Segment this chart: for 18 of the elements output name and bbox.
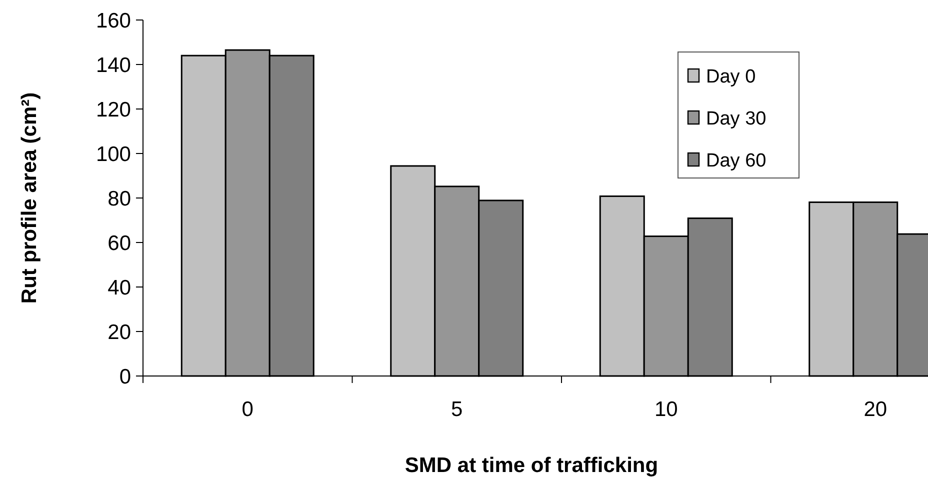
x-axis-title: SMD at time of trafficking (404, 454, 658, 477)
y-tick-label: 140 (96, 54, 131, 77)
y-tick-label: 0 (119, 365, 131, 388)
legend-label: Day 60 (706, 150, 766, 172)
y-tick-label: 60 (108, 232, 131, 255)
legend-label: Day 0 (706, 66, 756, 88)
y-tick-label: 40 (108, 276, 131, 300)
x-tick-label: 5 (451, 398, 463, 421)
x-tick-label: 0 (242, 398, 254, 421)
y-tick-label: 100 (96, 142, 131, 166)
y-tick-label: 160 (96, 9, 131, 32)
y-tick-label: 20 (108, 320, 131, 344)
y-tick-label: 80 (108, 187, 131, 210)
y-tick-label: 120 (96, 98, 131, 122)
x-tick-label: 10 (654, 398, 678, 421)
x-tick-label: 20 (864, 398, 888, 421)
legend-label: Day 30 (706, 108, 766, 130)
y-axis-title: Rut profile area (cm²) (18, 92, 41, 304)
